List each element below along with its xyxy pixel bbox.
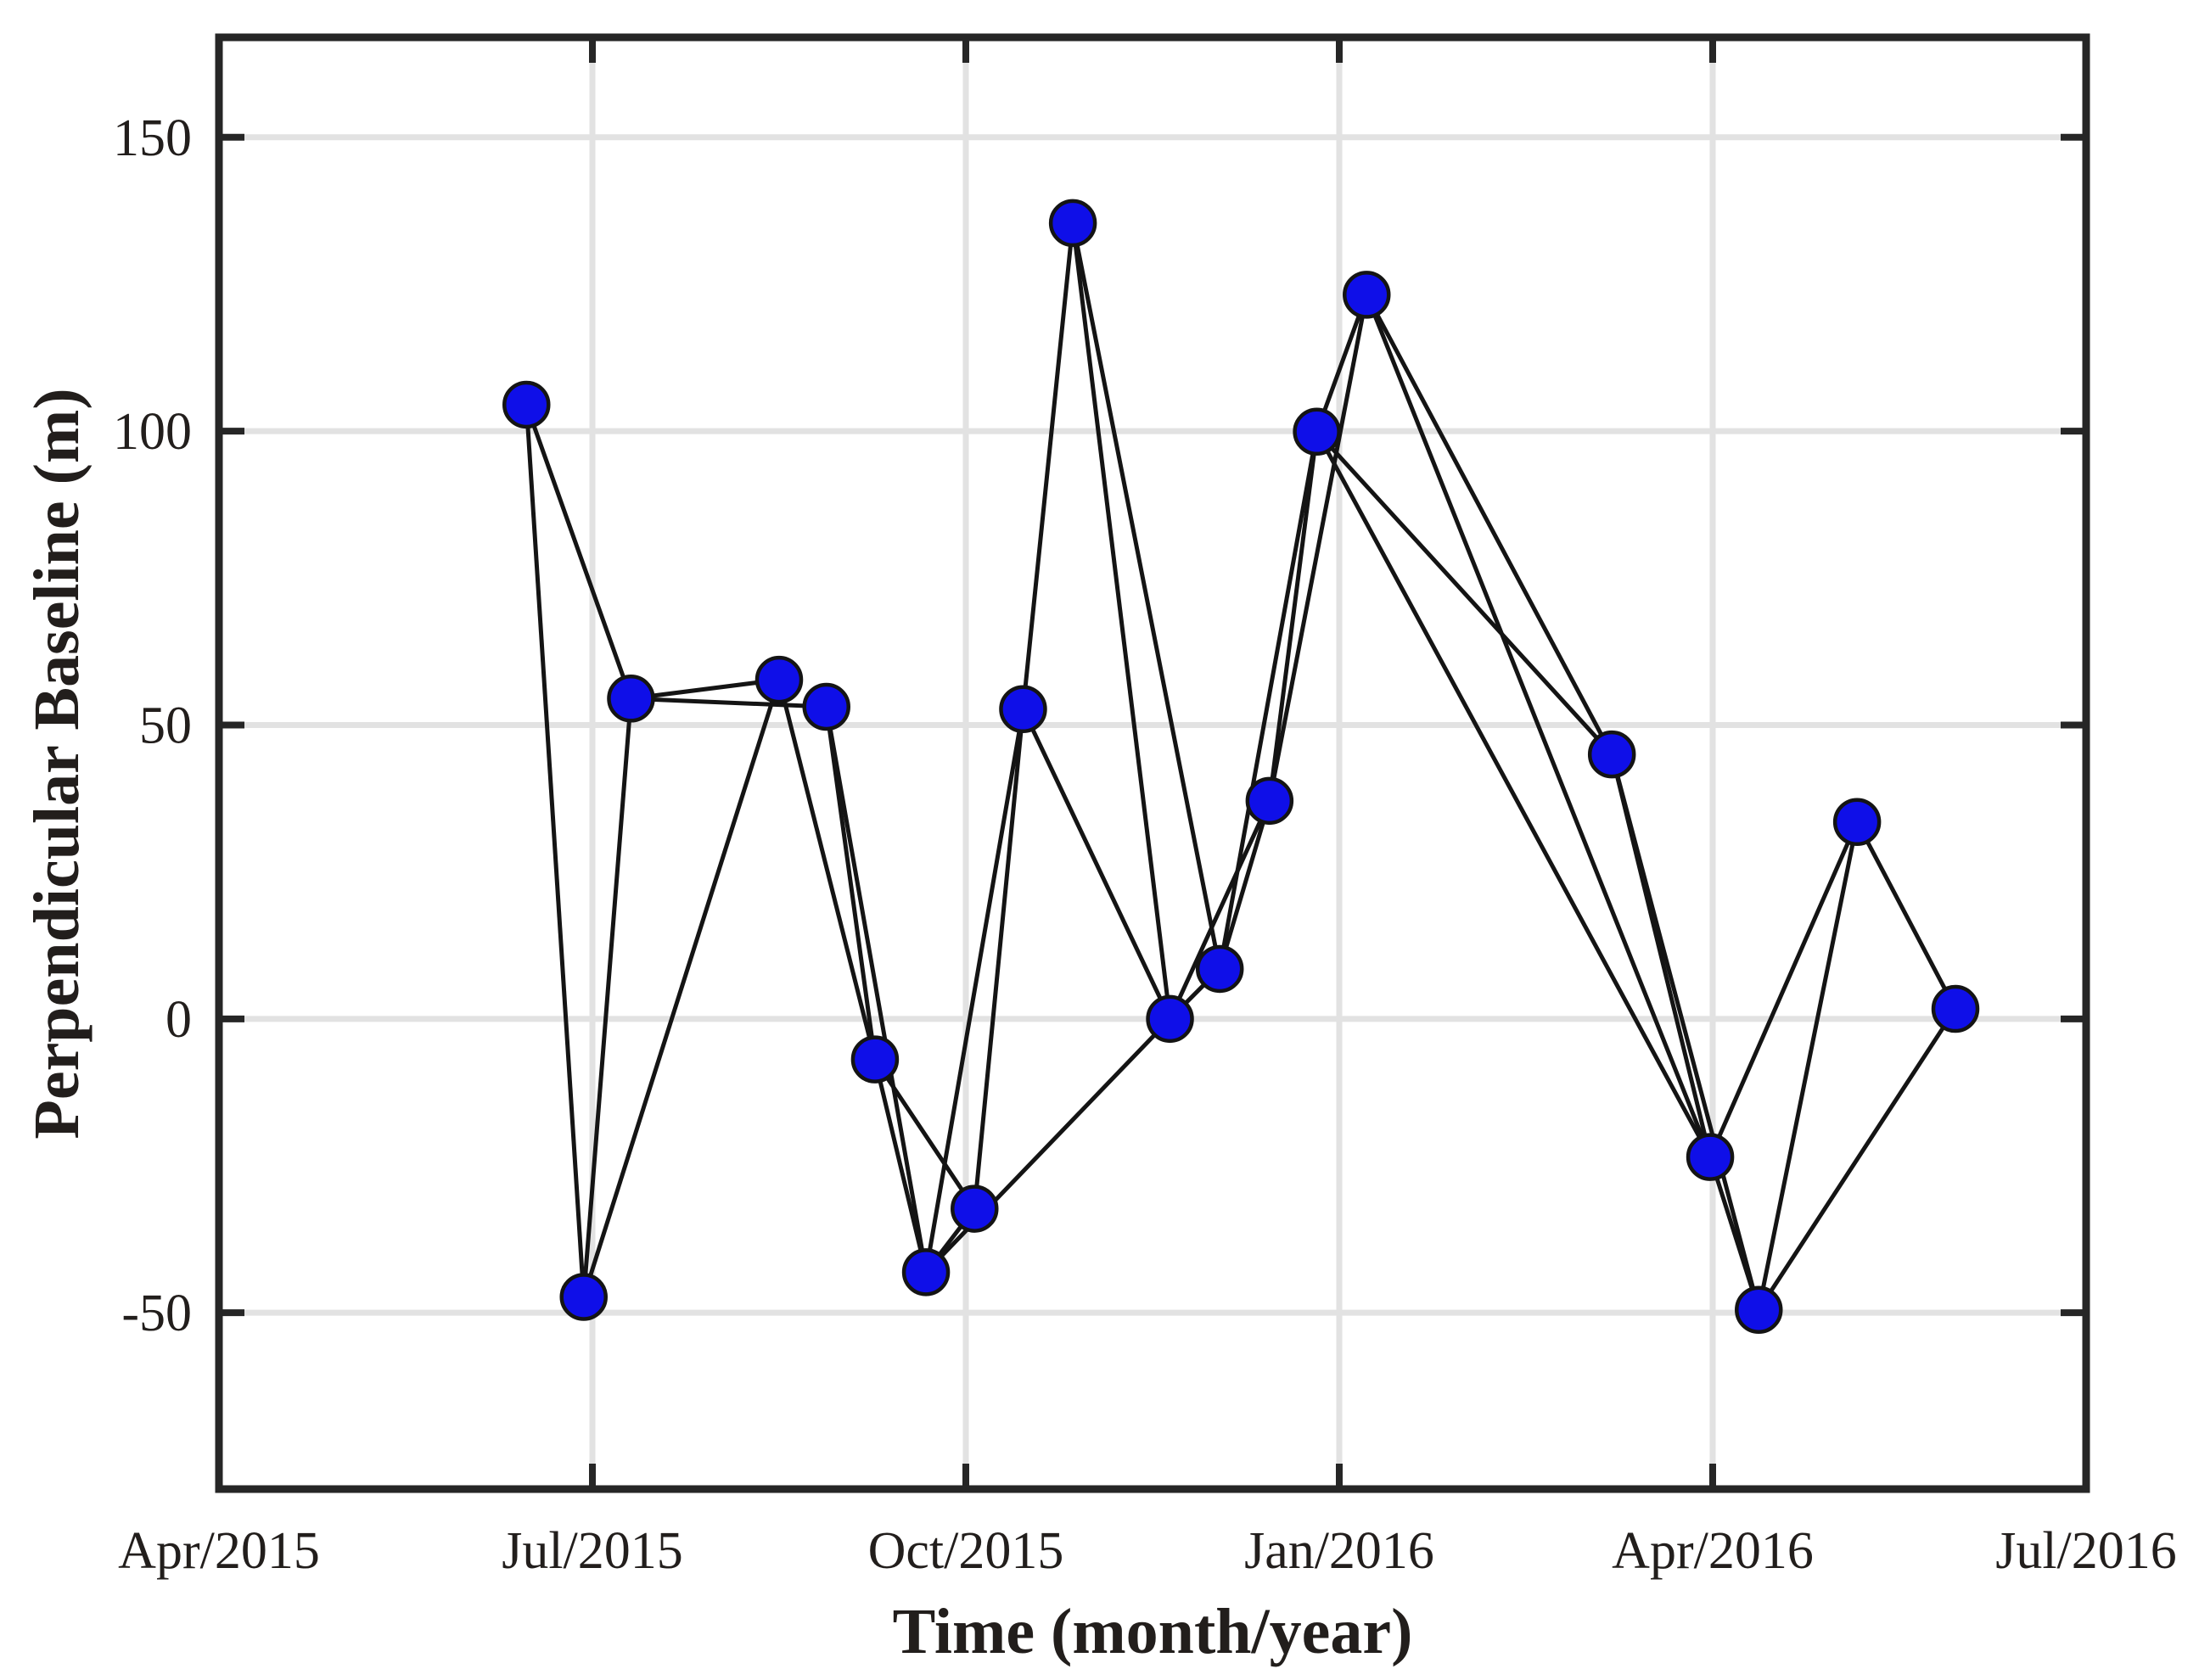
acquisition-marker	[607, 675, 655, 723]
interferogram-edge	[1854, 820, 1958, 1011]
interferogram-edge	[1609, 753, 1761, 1311]
interferogram-edge	[1756, 821, 1860, 1311]
x-tick-label: Oct/2015	[868, 1522, 1064, 1580]
interferogram-edge	[1315, 294, 1369, 433]
acquisition-marker	[1293, 407, 1341, 456]
acquisition-marker	[1735, 1285, 1783, 1334]
x-tick-label: Jul/2015	[502, 1522, 683, 1580]
x-axis-label: Time (month/year)	[893, 1596, 1413, 1667]
acquisition-marker	[1686, 1133, 1735, 1181]
y-tick-label: 150	[113, 109, 192, 167]
interferogram-edge	[923, 708, 1025, 1273]
interferogram-edge	[631, 677, 780, 701]
interferogram-edge	[1021, 708, 1172, 1020]
interferogram-edge	[1315, 430, 1614, 756]
x-tick-label: Apr/2015	[118, 1522, 320, 1580]
acquisition-marker	[850, 1035, 900, 1084]
acquisition-marker	[802, 682, 850, 731]
interferogram-edge	[524, 404, 633, 700]
interferogram-edge	[824, 706, 928, 1273]
interferogram-edge	[631, 696, 827, 709]
interferogram-edge	[581, 679, 782, 1298]
acquisition-marker	[1146, 994, 1194, 1044]
y-tick-label: 100	[113, 403, 192, 461]
interferogram-edge	[1070, 222, 1222, 970]
y-tick-label: 0	[165, 991, 192, 1049]
interferogram-edge	[1168, 799, 1272, 1020]
interferogram-edge	[1267, 294, 1369, 802]
interferogram-edge	[1364, 294, 1713, 1158]
acquisition-marker	[1931, 984, 1980, 1033]
grid-lines	[219, 37, 2086, 1489]
interferogram-edge	[872, 1058, 977, 1210]
x-tick-label: Jul/2016	[1995, 1522, 2177, 1580]
tick-labels: Apr/2015 Jul/2015 Oct/2015 Jan/2016 Apr/2016…	[113, 109, 2177, 1580]
interferogram-edge	[1070, 222, 1173, 1020]
interferogram-edge	[1708, 820, 1860, 1158]
acquisition-marker	[901, 1248, 951, 1296]
interferogram-edge	[1708, 1156, 1761, 1311]
interferogram-edge	[1365, 294, 1614, 756]
y-tick-label: 50	[139, 697, 192, 754]
baseline-network-edges	[524, 222, 1958, 1312]
x-tick-label: Jan/2016	[1244, 1522, 1434, 1580]
interferogram-edge	[1217, 800, 1272, 970]
acquisition-marker	[502, 380, 551, 429]
interferogram-edge	[872, 1059, 928, 1273]
acquisition-marker	[951, 1184, 999, 1233]
interferogram-edge	[1267, 431, 1320, 802]
acquisition-marker	[1832, 798, 1882, 847]
interferogram-edge	[1020, 222, 1075, 710]
interferogram-edge	[777, 679, 878, 1061]
interferogram-edge	[1315, 430, 1713, 1158]
interferogram-edge	[581, 698, 633, 1297]
y-axis-label: Perpendicular Baseline (m)	[21, 388, 93, 1139]
axes-box-and-ticks	[215, 33, 2090, 1493]
interferogram-edge	[824, 706, 878, 1060]
interferogram-edge	[524, 404, 586, 1297]
acquisition-marker	[1587, 730, 1636, 779]
acquisition-marker	[1048, 199, 1097, 248]
acquisition-marker	[1343, 271, 1391, 319]
interferogram-edge	[972, 708, 1025, 1209]
x-tick-label: Apr/2016	[1612, 1522, 1814, 1580]
interferogram-edge	[1757, 1007, 1958, 1312]
interferogram-edge	[1217, 431, 1320, 970]
data-points	[502, 199, 1980, 1334]
acquisition-marker	[559, 1273, 608, 1321]
plot-box	[215, 33, 2090, 1493]
y-tick-label: -50	[121, 1285, 192, 1342]
acquisition-marker	[999, 685, 1047, 734]
acquisition-marker	[1245, 776, 1294, 826]
acquisition-marker	[1195, 944, 1244, 994]
acquisition-marker	[755, 655, 804, 704]
